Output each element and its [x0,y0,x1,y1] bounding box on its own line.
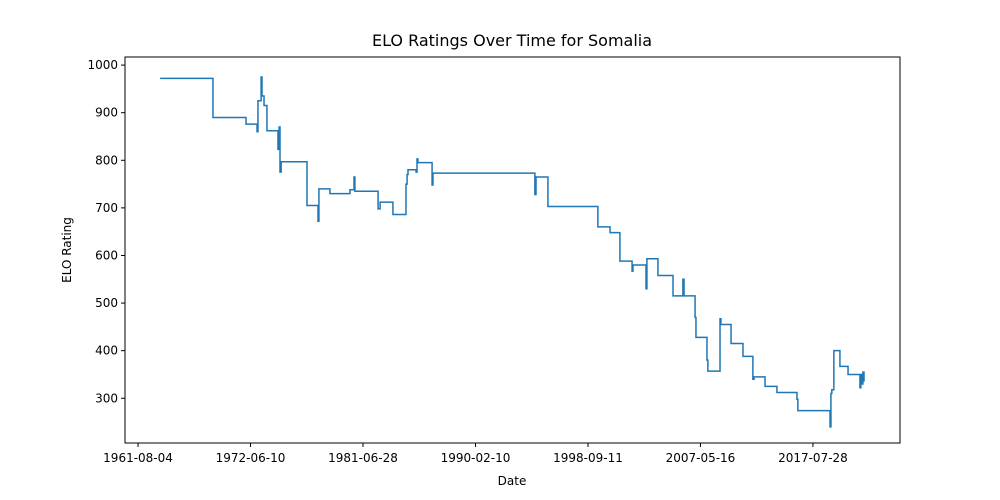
y-tick-label: 600 [95,248,118,262]
x-axis-label: Date [498,474,527,488]
x-tick-label: 1981-06-28 [328,451,398,465]
y-tick-label: 800 [95,153,118,167]
plot-frame [124,56,901,444]
x-tick-label: 1998-09-11 [553,451,623,465]
x-tick-label: 2017-07-28 [778,451,848,465]
x-tick-label: 1961-08-04 [103,451,173,465]
x-tick-label: 1990-02-10 [441,451,511,465]
y-tick-label: 1000 [87,58,118,72]
series-line [160,76,865,428]
y-axis-label: ELO Rating [60,217,74,283]
y-tick-label: 500 [95,296,118,310]
x-tick-label: 2007-05-16 [666,451,736,465]
y-tick-label: 900 [95,106,118,120]
y-tick-label: 700 [95,201,118,215]
x-tick-label: 1972-06-10 [216,451,286,465]
chart-title: ELO Ratings Over Time for Somalia [372,31,652,50]
y-tick-label: 300 [95,391,118,405]
y-tick-label: 400 [95,344,118,358]
